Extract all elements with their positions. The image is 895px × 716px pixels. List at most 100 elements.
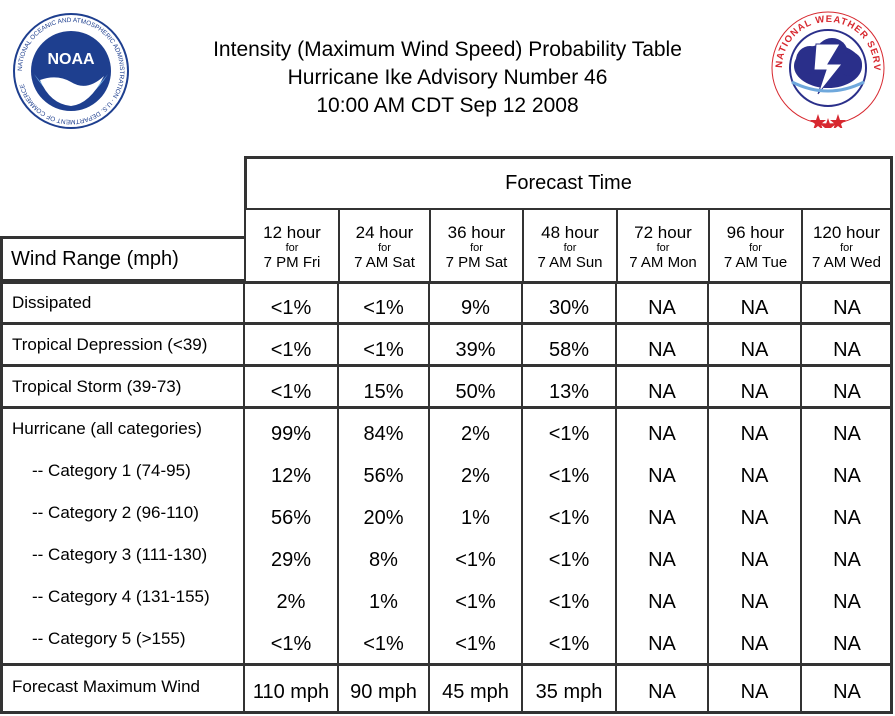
- table-cell: NA: [833, 549, 861, 571]
- table-cell: 90 mph: [350, 681, 417, 703]
- table-cell: NA: [833, 465, 861, 487]
- table-cell: NA: [740, 549, 769, 571]
- column-header-hour: 12 hour: [263, 223, 321, 242]
- table-cell: 2%: [461, 465, 490, 487]
- page-title: Intensity (Maximum Wind Speed) Probabili…: [160, 36, 735, 120]
- forecast-time-header: Forecast Time: [244, 156, 893, 208]
- table-cell: NA: [648, 507, 676, 529]
- svg-text:NOAA: NOAA: [47, 51, 95, 68]
- table-cell: 12%: [270, 465, 312, 487]
- table-cell: 2%: [276, 591, 306, 613]
- column-header-time: 7 AM Sun: [537, 254, 603, 271]
- table-cell: <1%: [270, 633, 312, 655]
- table-cell: 13%: [548, 381, 590, 403]
- column-header-time: 7 AM Wed: [812, 254, 881, 271]
- column-header-for: for: [563, 242, 577, 254]
- column-header-for: for: [840, 242, 853, 254]
- table-cell: <1%: [548, 633, 590, 655]
- table-cell: <1%: [363, 339, 404, 361]
- row-label: Tropical Storm (39-73): [12, 377, 182, 396]
- table-cell: NA: [833, 507, 861, 529]
- table-cell: 20%: [363, 507, 404, 529]
- column-header-for: for: [470, 242, 483, 254]
- table-cell: NA: [648, 681, 676, 703]
- column-header-hour: 96 hour: [726, 223, 785, 242]
- row-label: -- Category 2 (96-110): [32, 503, 199, 522]
- table-cell: NA: [740, 465, 769, 487]
- title-line-3: 10:00 AM CDT Sep 12 2008: [316, 94, 579, 117]
- column-header-2: 24 hour for 7 AM Sat: [338, 208, 429, 282]
- table-cell: 110 mph: [252, 681, 330, 703]
- column-header-for: for: [285, 242, 299, 254]
- table-cell: 56%: [270, 507, 312, 529]
- column-header-for: for: [656, 242, 670, 254]
- row-divider: [0, 364, 893, 367]
- table-cell: 50%: [455, 381, 496, 403]
- column-header-5: 72 hour for 7 AM Mon: [616, 208, 708, 282]
- table-cell: <1%: [455, 591, 496, 613]
- table-cell: NA: [648, 423, 676, 445]
- row-divider: [0, 322, 893, 325]
- table-cell: NA: [740, 381, 769, 403]
- table-cell: 45 mph: [442, 681, 509, 703]
- row-label: -- Category 5 (>155): [32, 629, 186, 648]
- table-cell: NA: [740, 591, 769, 613]
- column-divider: [337, 281, 339, 714]
- table-cell: NA: [833, 681, 861, 703]
- table-cell: <1%: [548, 465, 590, 487]
- table-cell: 30%: [548, 297, 590, 319]
- table-cell: <1%: [455, 549, 496, 571]
- column-header-hour: 48 hour: [541, 223, 599, 242]
- row-divider: [0, 406, 893, 409]
- row-divider: [0, 663, 893, 666]
- table-cell: NA: [648, 339, 676, 361]
- table-cell: NA: [833, 591, 861, 613]
- column-divider: [800, 281, 802, 714]
- table-cell: NA: [833, 339, 861, 361]
- column-divider: [707, 281, 709, 714]
- column-header-6: 96 hour for 7 AM Tue: [708, 208, 801, 282]
- column-header-time: 7 PM Fri: [263, 254, 321, 271]
- table-cell: NA: [648, 465, 676, 487]
- table-cell: <1%: [270, 297, 312, 319]
- table-cell: 84%: [363, 423, 404, 445]
- table-cell: NA: [648, 633, 676, 655]
- column-header-for: for: [749, 242, 762, 254]
- column-header-3: 36 hour for 7 PM Sat: [429, 208, 522, 282]
- column-divider: [521, 281, 523, 714]
- row-label: -- Category 3 (111-130): [32, 545, 208, 564]
- column-header-1: 12 hour for 7 PM Fri: [244, 208, 338, 282]
- table-cell: NA: [740, 297, 769, 319]
- table-cell: 9%: [461, 297, 490, 319]
- table-cell: <1%: [270, 381, 312, 403]
- column-header-hour: 72 hour: [634, 223, 692, 242]
- table-cell: NA: [740, 423, 769, 445]
- noaa-logo: NOAA NATIONAL OCEANIC AND ATMOSPHERIC AD…: [12, 12, 130, 130]
- column-header-7: 120 hour for 7 AM Wed: [801, 208, 893, 282]
- title-line-2: Hurricane Ike Advisory Number 46: [287, 66, 608, 89]
- table-cell: NA: [833, 423, 861, 445]
- table-cell: 1%: [461, 507, 490, 529]
- table-cell: <1%: [363, 297, 404, 319]
- wind-range-header: Wind Range (mph): [0, 236, 246, 282]
- table-cell: NA: [833, 633, 861, 655]
- column-divider: [615, 281, 617, 714]
- table-cell: 58%: [548, 339, 590, 361]
- column-header-4: 48 hour for 7 AM Sun: [522, 208, 616, 282]
- table-cell: NA: [833, 381, 861, 403]
- row-label: Tropical Depression (<39): [12, 335, 208, 354]
- nws-logo: NATIONAL WEATHER SERVICE: [764, 2, 888, 134]
- table-cell: 35 mph: [535, 681, 603, 703]
- table-cell: NA: [648, 297, 676, 319]
- title-line-1: Intensity (Maximum Wind Speed) Probabili…: [213, 38, 682, 61]
- table-cell: NA: [648, 549, 676, 571]
- column-header-hour: 24 hour: [355, 223, 414, 242]
- table-cell: <1%: [548, 591, 590, 613]
- table-cell: NA: [740, 681, 769, 703]
- column-divider: [428, 281, 430, 714]
- row-label: -- Category 4 (131-155): [32, 587, 210, 606]
- row-label: Forecast Maximum Wind: [12, 677, 200, 696]
- table-cell: 56%: [363, 465, 404, 487]
- table-cell: NA: [833, 297, 861, 319]
- table-cell: <1%: [548, 507, 590, 529]
